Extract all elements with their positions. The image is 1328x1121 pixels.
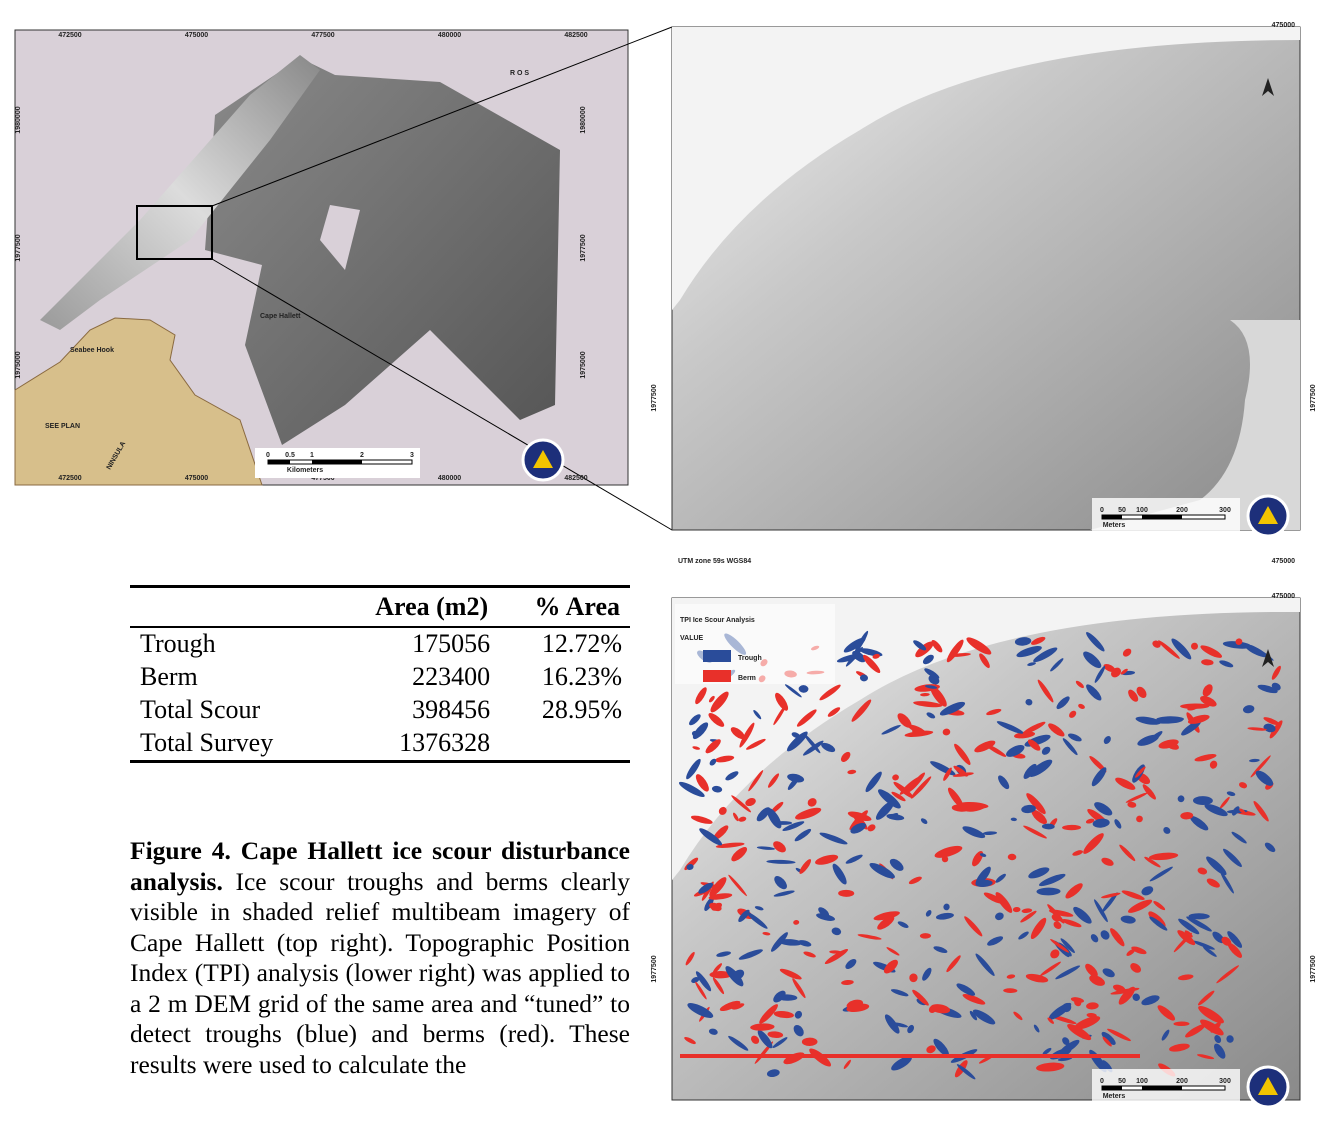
- scale-label: 0: [1100, 1078, 1104, 1085]
- easting-label: 482500: [564, 32, 587, 39]
- place-label: Seabee Hook: [70, 347, 114, 354]
- caption-body: Ice scour troughs and berms clearly visi…: [130, 867, 630, 1079]
- place-label: R O S: [510, 70, 529, 77]
- scale-label: 50: [1118, 1078, 1126, 1085]
- row-label: Total Survey: [130, 727, 333, 762]
- scale-label: 200: [1176, 1078, 1188, 1085]
- table-cell: 16.23%: [498, 661, 630, 694]
- easting-label: 480000: [438, 32, 461, 39]
- northing-label: 1977500: [1310, 955, 1317, 982]
- row-label: Trough: [130, 627, 333, 661]
- table-cell: 28.95%: [498, 694, 630, 727]
- table-row: Total Scour39845628.95%: [130, 694, 630, 727]
- scale-segment: [1102, 1086, 1122, 1090]
- table-cell: 398456: [333, 694, 498, 727]
- scale-unit: Kilometers: [287, 467, 323, 474]
- scale-label: 200: [1176, 507, 1188, 514]
- scale-label: 50: [1118, 507, 1126, 514]
- row-label: Berm: [130, 661, 333, 694]
- northing-label: 1980000: [580, 106, 587, 133]
- caption: Figure 4. Cape Hallett ice scour disturb…: [130, 836, 630, 1080]
- scale-label: 3: [410, 452, 414, 459]
- table-cell: 12.72%: [498, 627, 630, 661]
- place-label: Cape Hallett: [260, 313, 301, 320]
- northing-label: 1977500: [15, 234, 22, 261]
- legend-label: Trough: [738, 655, 762, 662]
- legend-title: TPI Ice Scour Analysis: [680, 617, 755, 624]
- northing-label: 1980000: [15, 106, 22, 133]
- northing-label: 1977500: [580, 234, 587, 261]
- easting-label: 480000: [438, 475, 461, 482]
- table-cell: [498, 727, 630, 762]
- table-cell: 223400: [333, 661, 498, 694]
- header-blank: [130, 587, 333, 628]
- table-row: Total Survey1376328: [130, 727, 630, 762]
- table-header: Area (m2)% Area: [130, 587, 630, 628]
- scale-label: 2: [360, 452, 364, 459]
- scale-label: 0: [266, 452, 270, 459]
- easting-label: 472500: [58, 475, 81, 482]
- legend-swatch-trough: [703, 650, 731, 662]
- easting-label: 477500: [311, 32, 334, 39]
- page: 4725004725004750004750004775004775004800…: [0, 0, 1328, 1121]
- northing-label: 1977500: [651, 955, 658, 982]
- northing-label: 1975000: [15, 351, 22, 378]
- column-header: % Area: [498, 587, 630, 628]
- scale-label: 300: [1219, 507, 1231, 514]
- easting-label: 472500: [58, 32, 81, 39]
- northing-label: 1977500: [651, 384, 658, 411]
- column-header: Area (m2): [333, 587, 498, 628]
- survey-edge: [680, 1054, 1140, 1058]
- row-label: Total Scour: [130, 694, 333, 727]
- legend-heading: VALUE: [680, 635, 704, 642]
- scale-segment: [1142, 515, 1182, 519]
- northing-label: 1975000: [580, 351, 587, 378]
- table-cell: 1376328: [333, 727, 498, 762]
- scour-table: Area (m2)% Area Trough17505612.72%Berm22…: [130, 585, 630, 763]
- table-row: Trough17505612.72%: [130, 627, 630, 661]
- easting-label: 475000: [1272, 558, 1295, 565]
- scale-label: 0: [1100, 507, 1104, 514]
- easting-label: 482500: [564, 475, 587, 482]
- scale-segment: [1102, 515, 1122, 519]
- scale-segment: [1142, 1086, 1182, 1090]
- table-cell: 175056: [333, 627, 498, 661]
- projection-label: UTM zone 59s WGS84: [678, 558, 751, 565]
- legend-label: Berm: [738, 675, 756, 682]
- scale-label: 1: [310, 452, 314, 459]
- legend-swatch-berm: [703, 670, 731, 682]
- scale-label: 300: [1219, 1078, 1231, 1085]
- scale-label: 100: [1136, 1078, 1148, 1085]
- place-label: SEE PLAN: [45, 423, 80, 430]
- easting-label: 475000: [1272, 593, 1295, 600]
- northing-label: 1977500: [1310, 384, 1317, 411]
- easting-label: 475000: [185, 475, 208, 482]
- scale-segment: [268, 460, 290, 464]
- legend-box: [675, 604, 835, 684]
- scale-label: 0.5: [285, 452, 295, 459]
- easting-label: 475000: [1272, 22, 1295, 29]
- scour-blob: [774, 821, 792, 825]
- scale-unit: Meters: [1103, 1093, 1126, 1100]
- easting-label: 475000: [185, 32, 208, 39]
- scale-label: 100: [1136, 507, 1148, 514]
- scale-unit: Meters: [1103, 522, 1126, 529]
- scale-segment: [312, 460, 362, 464]
